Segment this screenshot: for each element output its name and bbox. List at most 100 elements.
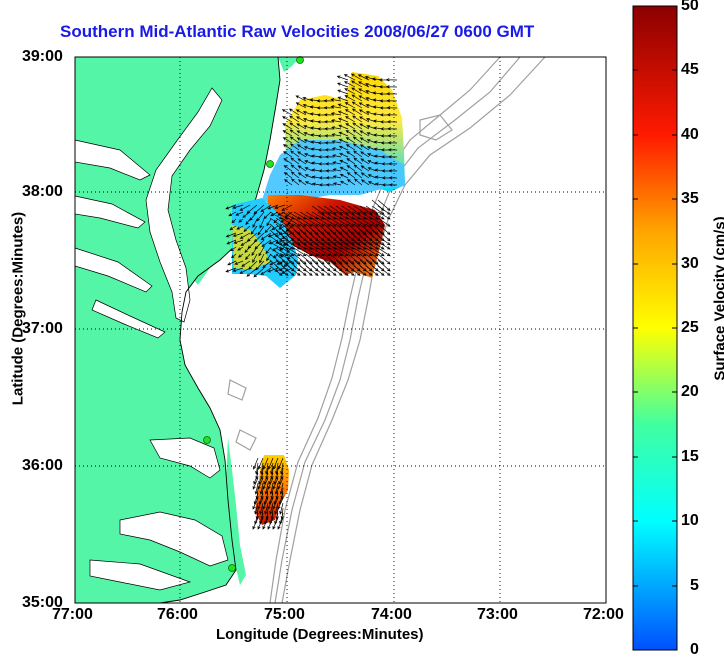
velocity-arrow: [337, 96, 349, 102]
velocity-arrow: [254, 502, 259, 515]
velocity-arrow: [272, 517, 279, 530]
velocity-arrow: [260, 467, 264, 480]
velocity-arrow: [367, 174, 377, 179]
velocity-arrow: [274, 204, 286, 209]
colorbar-ticks: [633, 69, 677, 587]
velocity-arrow: [386, 106, 398, 110]
velocity-arrow: [353, 211, 367, 220]
velocity-arrow: [387, 148, 398, 152]
velocity-arrow: [325, 183, 335, 187]
velocity-arrow: [339, 180, 349, 186]
velocity-arrow: [290, 150, 300, 158]
velocity-arrow: [269, 260, 279, 266]
velocity-arrow: [262, 457, 269, 470]
velocity-arrow: [388, 176, 398, 180]
velocity-arrow: [267, 457, 274, 470]
velocity-arrow: [277, 457, 284, 470]
velocity-arrow: [371, 211, 385, 220]
velocity-arrow: [367, 181, 377, 186]
velocity-arrow: [233, 239, 244, 244]
velocity-arrow: [248, 260, 258, 270]
velocity-arrow: [367, 153, 377, 158]
velocity-arrow: [264, 225, 272, 234]
velocity-arrow: [270, 211, 279, 217]
velocity-arrow: [282, 137, 293, 144]
velocity-arrow: [281, 109, 293, 116]
velocity-arrow: [341, 241, 355, 250]
velocity-arrow: [259, 253, 265, 264]
velocity-arrow: [359, 247, 373, 257]
velocity-arrow: [281, 265, 295, 276]
velocity-arrow: [345, 144, 356, 151]
velocity-arrow: [347, 241, 361, 250]
velocity-arrow: [367, 167, 377, 172]
velocity-arrow: [255, 467, 259, 480]
velocity-arrow: [331, 147, 342, 151]
velocity-arrow: [347, 247, 361, 257]
velocity-arrow: [365, 241, 379, 250]
velocity-arrow: [272, 253, 279, 259]
velocity-arrow: [262, 260, 272, 269]
velocity-arrow: [287, 241, 301, 250]
lat-tick-label: 36:00: [22, 457, 63, 474]
velocity-arrow: [262, 477, 269, 490]
velocity-arrow: [290, 171, 300, 179]
velocity-arrow: [268, 472, 274, 485]
velocity-arrow: [282, 144, 293, 151]
velocity-arrow: [282, 123, 293, 130]
velocity-arrow: [273, 218, 279, 224]
velocity-arrow: [338, 145, 349, 151]
map-frame: [74, 56, 607, 604]
velocity-arrow: [267, 517, 274, 530]
lon-tick-label: 75:00: [264, 606, 305, 623]
velocity-arrow: [281, 241, 295, 250]
velocity-arrow: [258, 472, 264, 485]
lon-tick-label: 72:00: [583, 606, 624, 623]
velocity-arrow: [252, 457, 259, 470]
velocity-arrow: [337, 89, 349, 95]
velocity-arrow: [272, 477, 279, 490]
velocity-arrow: [304, 153, 314, 158]
velocity-arrow: [332, 161, 342, 165]
velocity-arrow: [347, 265, 361, 276]
velocity-arrow: [252, 497, 259, 510]
velocity-arrow: [280, 487, 284, 500]
velocity-arrow: [252, 477, 259, 490]
velocity-arrow: [359, 211, 373, 220]
velocity-arrow: [293, 211, 307, 220]
velocity-arrow: [295, 109, 307, 116]
lat-tick-label: 39:00: [22, 48, 63, 65]
velocity-arrow: [264, 482, 269, 495]
velocity-arrow: [304, 174, 314, 179]
velocity-arrow: [283, 260, 293, 267]
colorbar-tick-label: 5: [690, 577, 699, 594]
velocity-arrow: [338, 124, 349, 130]
velocity-arrow: [351, 101, 363, 109]
velocity-arrow: [257, 477, 264, 490]
velocity-arrow: [360, 179, 370, 186]
velocity-arrow: [278, 472, 284, 485]
velocity-arrow: [381, 183, 391, 187]
velocity-arrow: [278, 225, 286, 230]
velocity-arrow: [303, 132, 314, 137]
colorbar-tick-label: 45: [681, 61, 699, 78]
colorbar-label: Surface Velocity (cm/s): [711, 216, 724, 381]
velocity-arrow: [351, 108, 363, 116]
velocity-arrow: [311, 217, 325, 227]
velocity-arrow: [388, 155, 398, 159]
velocity-arrow: [281, 232, 293, 239]
velocity-arrow: [359, 130, 370, 137]
velocity-arrow: [289, 136, 300, 144]
velocity-arrow: [323, 241, 337, 250]
velocity-arrow: [267, 204, 279, 210]
velocity-arrow: [246, 204, 258, 214]
velocity-arrow: [283, 165, 293, 172]
lon-tick-label: 73:00: [477, 606, 518, 623]
velocity-arrow: [265, 467, 269, 480]
velocity-arrow: [347, 211, 361, 220]
velocity-arrow: [335, 241, 349, 250]
velocity-arrow: [290, 164, 300, 172]
velocity-arrow: [287, 218, 293, 226]
velocity-arrow: [374, 182, 384, 186]
velocity-arrow: [377, 211, 391, 220]
